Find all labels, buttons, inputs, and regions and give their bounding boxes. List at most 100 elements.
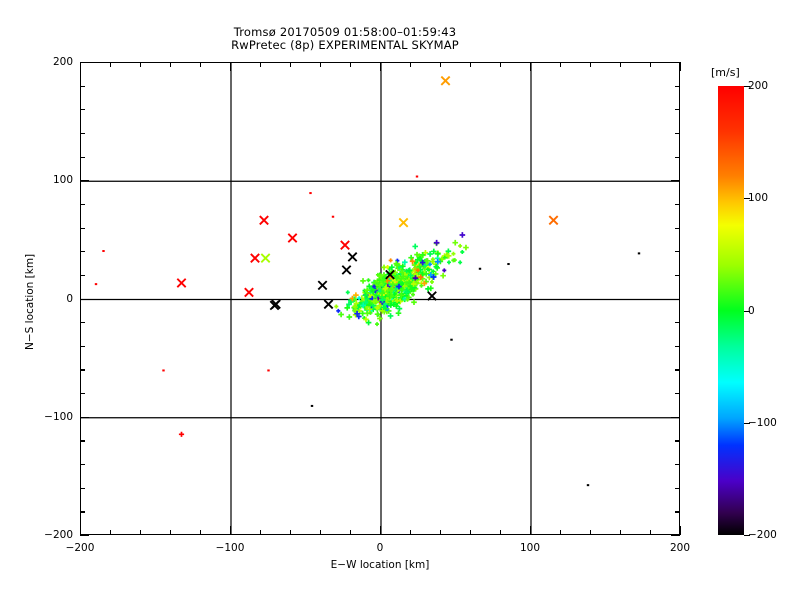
data-point-outlier <box>450 338 453 341</box>
data-point <box>406 267 413 274</box>
data-point <box>411 292 416 297</box>
colorbar-tick-label: −100 <box>748 416 777 429</box>
x-tick <box>320 530 322 535</box>
data-point <box>346 314 353 320</box>
figure-title: Tromsø 20170509 01:58:00–01:59:43 RwPret… <box>0 26 690 52</box>
data-point <box>373 298 380 305</box>
data-point <box>429 279 434 284</box>
y-tick <box>80 345 85 347</box>
x-tick-label: −200 <box>65 542 95 554</box>
data-point <box>421 280 428 287</box>
data-point <box>418 255 423 260</box>
colorbar-tick-label: 200 <box>748 80 769 92</box>
data-point <box>398 292 404 299</box>
y-tick-right <box>675 487 680 489</box>
data-point <box>363 316 369 323</box>
y-tick-right <box>675 109 680 111</box>
title-line-1: Tromsø 20170509 01:58:00–01:59:43 <box>233 25 457 39</box>
data-point <box>394 262 400 269</box>
colorbar-tick <box>744 310 750 312</box>
data-point <box>392 292 397 297</box>
x-tick <box>530 526 532 535</box>
y-axis-label: N−S location [km] <box>24 253 36 350</box>
x-tick-top <box>560 62 562 67</box>
y-tick <box>80 298 89 300</box>
data-point <box>344 305 351 311</box>
data-point <box>452 258 457 263</box>
x-tick <box>560 530 562 535</box>
data-point <box>442 255 447 260</box>
y-tick-right <box>675 369 680 371</box>
x-tick-top <box>590 62 592 67</box>
colorbar-tick <box>744 198 750 200</box>
y-tick-right <box>675 203 680 206</box>
x-tick-top <box>470 62 472 67</box>
data-point <box>375 272 380 277</box>
data-point <box>419 283 424 288</box>
data-point <box>388 258 393 263</box>
data-point <box>414 251 420 258</box>
data-point-outlier <box>385 269 395 280</box>
y-tick-label: 0 <box>66 292 73 305</box>
data-point <box>346 301 352 308</box>
data-point <box>379 297 386 303</box>
data-point <box>400 273 407 280</box>
data-point <box>366 306 373 313</box>
data-point-outlier <box>162 369 165 372</box>
data-point <box>409 258 416 265</box>
data-point <box>365 319 372 326</box>
x-tick <box>260 530 262 535</box>
data-point <box>359 310 366 317</box>
data-point <box>362 299 369 306</box>
x-tick <box>680 526 682 535</box>
data-point-outlier <box>427 291 437 301</box>
data-point <box>451 251 456 256</box>
data-point-outlier <box>586 484 590 487</box>
y-tick-right <box>675 251 680 253</box>
y-tick <box>80 487 85 489</box>
data-point <box>412 275 419 281</box>
data-point <box>395 310 402 316</box>
y-tick-label: 100 <box>52 174 73 187</box>
data-point <box>427 262 432 267</box>
data-point-outlier <box>260 253 271 263</box>
y-tick <box>80 109 85 111</box>
data-point <box>377 303 382 308</box>
data-point <box>360 278 366 284</box>
data-point-outlier <box>548 215 559 226</box>
y-tick <box>80 393 85 395</box>
x-tick <box>380 526 382 535</box>
data-point <box>395 258 400 263</box>
data-point <box>352 304 357 309</box>
data-point <box>402 296 407 301</box>
x-tick-top <box>230 62 232 71</box>
x-tick-label: 100 <box>519 542 541 554</box>
data-point <box>379 308 385 314</box>
data-point <box>411 299 417 306</box>
data-point <box>435 258 441 265</box>
x-tick <box>620 530 622 535</box>
x-tick <box>470 530 472 535</box>
data-point <box>353 300 360 307</box>
colorbar-tick-label: 0 <box>748 304 755 317</box>
data-point-outlier <box>398 217 409 228</box>
x-tick-label: 0 <box>376 542 384 554</box>
y-tick-label: 200 <box>52 56 73 68</box>
data-point <box>393 275 400 281</box>
data-point <box>396 305 403 312</box>
data-point <box>433 263 440 270</box>
x-tick <box>440 530 442 535</box>
data-point <box>375 322 380 327</box>
x-tick <box>410 530 412 535</box>
data-point <box>435 251 441 257</box>
y-tick <box>80 535 89 537</box>
y-tick <box>80 464 85 466</box>
data-point <box>387 287 394 293</box>
data-point <box>353 292 359 298</box>
y-tick <box>80 416 89 418</box>
data-point-outlier <box>287 233 298 243</box>
data-point <box>405 297 410 302</box>
plot-area <box>80 62 680 535</box>
data-point <box>415 268 420 273</box>
